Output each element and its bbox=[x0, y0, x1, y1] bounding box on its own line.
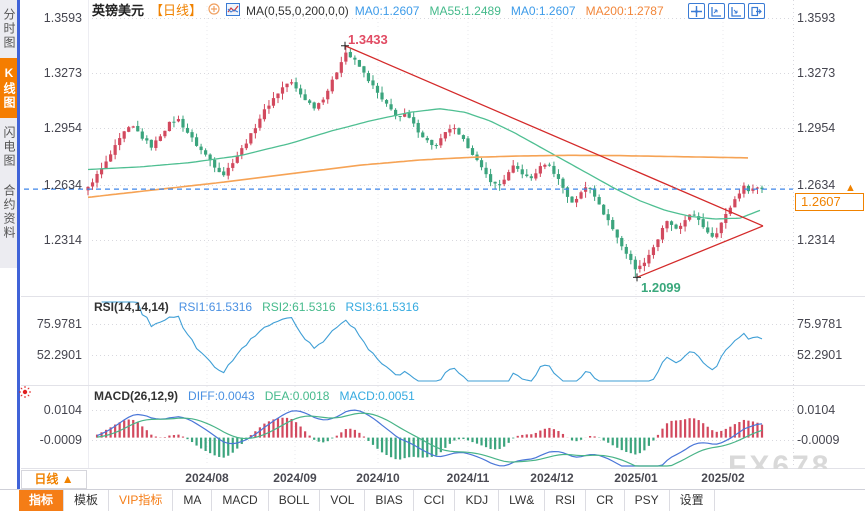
rsi-values: RSI1:61.5316 RSI2:61.5316 RSI3:61.5316 bbox=[179, 300, 429, 315]
toolbar-tab-MA[interactable]: MA bbox=[173, 490, 213, 511]
rsi-title: RSI(14,14,14) bbox=[94, 300, 169, 314]
swing-high-label: 1.3433 bbox=[348, 32, 388, 47]
indicator-toolbar: 指标 模板 VIP指标 MA MACD BOLL VOL BIAS CCI KDJ LW& RSI CR… bbox=[0, 489, 865, 511]
price-tick-left-5: 1.2314 bbox=[43, 233, 82, 247]
macd-panel-header: MACD(26,12,9) DIFF:0.0043 DEA:0.0018 MACD:… bbox=[94, 389, 425, 404]
toolbar-tab-指标[interactable]: 指标 bbox=[19, 490, 65, 511]
macd-values: DIFF:0.0043 DEA:0.0018 MACD:0.0051 bbox=[188, 389, 425, 404]
rsi-value-2: RSI2:61.5316 bbox=[262, 300, 336, 314]
date-label-2: 2024/09 bbox=[273, 471, 317, 485]
price-up-arrow-icon: ▲ bbox=[845, 182, 856, 194]
price-tick-right-2: 1.3273 bbox=[797, 66, 836, 80]
toolbar-tab-VOL[interactable]: VOL bbox=[320, 490, 366, 511]
ma-value-2: MA55:1.2489 bbox=[429, 4, 501, 18]
sidebar-item-4[interactable]: 合约资料 bbox=[2, 184, 16, 240]
price-tick-right-5: 1.2314 bbox=[797, 233, 836, 247]
export-chart-icon[interactable] bbox=[748, 3, 765, 19]
macd-tick-right-1: 0.0104 bbox=[797, 403, 836, 417]
rsi-panel-header: RSI(14,14,14) RSI1:61.5316 RSI2:61.5316 RS… bbox=[94, 300, 429, 315]
toolbar-tab-模板[interactable]: 模板 bbox=[64, 490, 110, 511]
date-label-1: 2024/08 bbox=[185, 471, 229, 485]
toolbar-tab-KDJ[interactable]: KDJ bbox=[455, 490, 500, 511]
axis-pan-icon[interactable] bbox=[728, 3, 745, 19]
rsi-value-1: RSI1:61.5316 bbox=[178, 300, 253, 314]
rsi-tick-left-2: 52.2901 bbox=[36, 348, 82, 362]
sidebar-item-1[interactable]: 分时图 bbox=[2, 8, 16, 50]
chart-header: 英镑美元 【日线】 MA(0,55,0,200,0,0) MA0:1.2607 M… bbox=[92, 2, 674, 20]
ma-value-4: MA200:1.2787 bbox=[585, 4, 664, 18]
toolbar-tab-设置[interactable]: 设置 bbox=[670, 490, 715, 511]
add-icon[interactable] bbox=[208, 3, 220, 19]
time-axis-row: 日线 ▲ 2024/08 2024/09 2024/10 2024/11 2024/12… bbox=[21, 469, 865, 489]
macd-value-2: DEA:0.0018 bbox=[264, 389, 330, 403]
chart-window-buttons bbox=[688, 3, 765, 19]
macd-tick-right-2: -0.0009 bbox=[797, 433, 840, 447]
symbol-name: 英镑美元 bbox=[92, 3, 145, 18]
macd-tick-left-2: -0.0009 bbox=[39, 433, 82, 447]
price-tick-left-4: 1.2634 bbox=[43, 178, 82, 192]
toolbar-tab-CR[interactable]: CR bbox=[586, 490, 625, 511]
macd-value-3: MACD:0.0051 bbox=[339, 389, 415, 403]
chart-type-sidebar: 分时图 K线图闪电图合约资料 bbox=[0, 0, 20, 489]
period-label: 【日线】 bbox=[150, 3, 203, 18]
macd-title: MACD(26,12,9) bbox=[94, 389, 179, 403]
toolbar-tab-BOLL[interactable]: BOLL bbox=[269, 490, 321, 511]
toolbar-tab-RSI[interactable]: RSI bbox=[545, 490, 587, 511]
sidebar-item-3[interactable]: 闪电图 bbox=[2, 126, 16, 168]
toolbar-tab-VIP指标[interactable]: VIP指标 bbox=[109, 490, 174, 511]
toolbar-tab-BIAS[interactable]: BIAS bbox=[365, 490, 414, 511]
date-label-4: 2024/11 bbox=[446, 471, 490, 485]
ma-values: MA0:1.2607 MA55:1.2489 MA0:1.2607 MA200:1.2… bbox=[355, 3, 674, 19]
period-selector-button[interactable]: 日线 ▲ bbox=[21, 470, 87, 489]
price-tick-left-2: 1.3273 bbox=[43, 66, 82, 80]
rsi-tick-right-1: 75.9781 bbox=[797, 317, 843, 331]
swing-low-label: 1.2099 bbox=[641, 280, 681, 295]
price-tick-right-4: 1.2634 bbox=[797, 178, 836, 192]
date-label-6: 2025/01 bbox=[614, 471, 658, 485]
macd-value-1: DIFF:0.0043 bbox=[188, 389, 255, 403]
crosshair-tool-icon[interactable] bbox=[688, 3, 705, 19]
axis-zoom-icon[interactable] bbox=[708, 3, 725, 19]
toolbar-tab-CCI[interactable]: CCI bbox=[414, 490, 456, 511]
current-price-badge: 1.2607 bbox=[795, 193, 864, 211]
macd-tick-left-1: 0.0104 bbox=[43, 403, 82, 417]
rsi-value-3: RSI3:61.5316 bbox=[345, 300, 419, 314]
ma-value-1: MA0:1.2607 bbox=[354, 4, 420, 18]
date-label-7: 2025/02 bbox=[701, 471, 745, 485]
rsi-tick-left-1: 75.9781 bbox=[36, 317, 82, 331]
rsi-tick-right-2: 52.2901 bbox=[797, 348, 843, 362]
toolbar-tab-MACD[interactable]: MACD bbox=[212, 490, 269, 511]
alert-icon[interactable] bbox=[18, 385, 32, 404]
ma-settings-label: MA(0,55,0,200,0,0) bbox=[246, 4, 349, 18]
price-tick-left-3: 1.2954 bbox=[43, 121, 82, 135]
toolbar-tab-LW&[interactable]: LW& bbox=[499, 490, 546, 511]
sidebar-item-2[interactable]: K线图 bbox=[0, 58, 17, 118]
price-tick-right-3: 1.2954 bbox=[797, 121, 836, 135]
price-tick-left-1: 1.3593 bbox=[43, 11, 82, 25]
toolbar-tab-PSY[interactable]: PSY bbox=[625, 490, 670, 511]
chart-type-icon[interactable] bbox=[226, 2, 241, 20]
price-tick-right-1: 1.3593 bbox=[797, 11, 836, 25]
ma-value-3: MA0:1.2607 bbox=[510, 4, 576, 18]
date-label-3: 2024/10 bbox=[356, 471, 400, 485]
period-selector-label: 日线 bbox=[34, 472, 59, 486]
date-label-5: 2024/12 bbox=[530, 471, 574, 485]
period-up-triangle-icon: ▲ bbox=[61, 472, 74, 486]
